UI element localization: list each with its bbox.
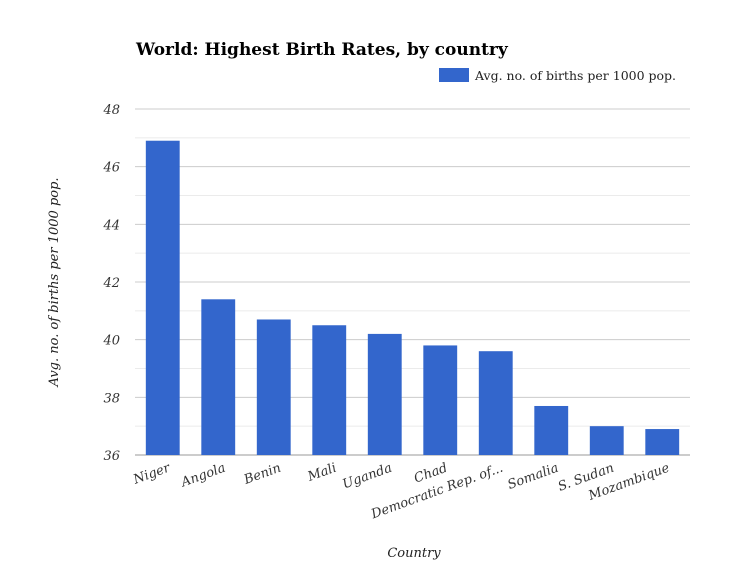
bar-uganda[interactable] — [367, 333, 402, 455]
y-tick-label: 46 — [102, 161, 120, 176]
y-axis-label: Avg. no. of births per 1000 pop. — [47, 177, 62, 387]
legend-label: Avg. no. of births per 1000 pop. — [474, 68, 676, 83]
y-tick-label: 42 — [102, 276, 120, 291]
x-tick-label: Uganda — [341, 461, 395, 493]
x-tick-label: Benin — [241, 461, 283, 488]
y-tick-label: 38 — [103, 391, 120, 406]
chart-title: World: Highest Birth Rates, by country — [135, 40, 509, 60]
x-axis-label: Country — [387, 546, 441, 561]
y-tick-label: 44 — [102, 218, 120, 233]
y-tick-label: 40 — [102, 334, 120, 349]
bar-mozambique[interactable] — [645, 429, 680, 455]
legend[interactable]: Avg. no. of births per 1000 pop. — [439, 68, 676, 83]
bar-angola[interactable] — [201, 299, 236, 455]
bar-democratic-rep-of[interactable] — [478, 351, 513, 455]
bar-somalia[interactable] — [534, 405, 569, 455]
bar-chad[interactable] — [423, 345, 458, 455]
y-tick-label: 48 — [102, 103, 120, 118]
bar-mali[interactable] — [312, 325, 347, 455]
bar-niger[interactable] — [145, 140, 180, 455]
x-tick-label: Somalia — [506, 461, 561, 493]
x-tick-label: Angola — [178, 461, 227, 491]
legend-swatch — [439, 68, 469, 82]
x-tick-label: Mali — [305, 461, 339, 485]
bar-benin[interactable] — [256, 319, 291, 455]
bar-s-sudan[interactable] — [589, 426, 624, 455]
y-tick-label: 36 — [103, 449, 120, 464]
x-tick-label: Niger — [131, 460, 173, 488]
